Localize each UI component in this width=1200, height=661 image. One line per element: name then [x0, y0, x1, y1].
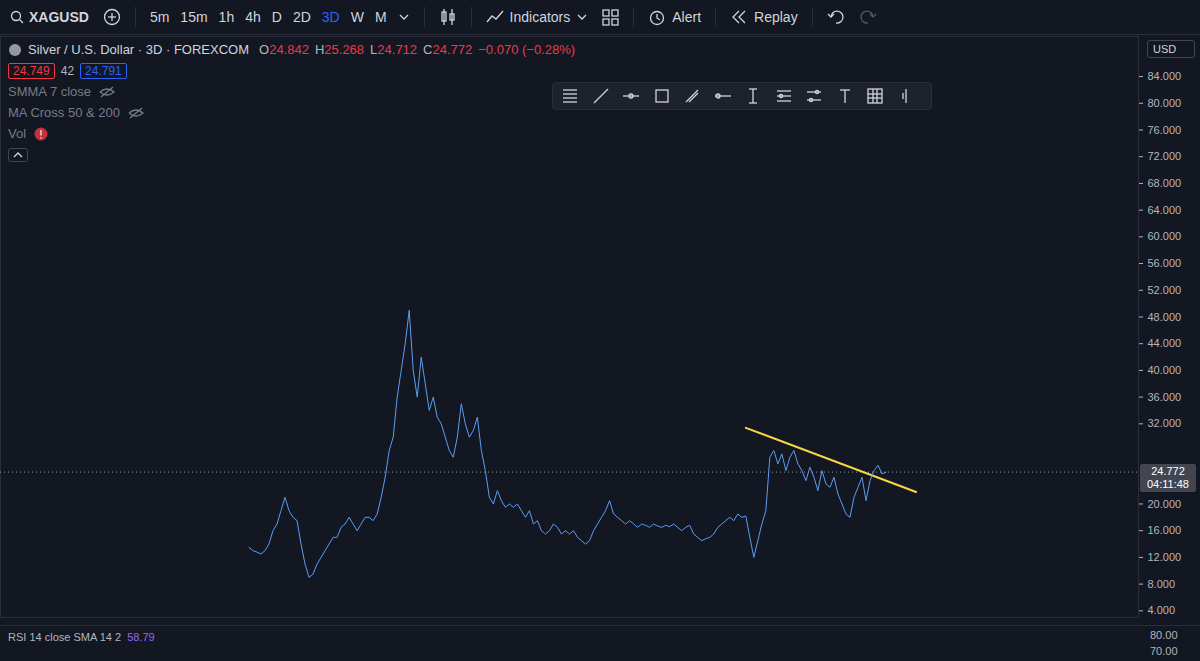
html-text:58.79: 58.79	[127, 631, 155, 643]
html-text:SMMA 7 close: SMMA 7 close	[8, 84, 92, 99]
html-text:80.00: 80.00	[1150, 629, 1178, 641]
html-text:XAGUSD: XAGUSD	[29, 9, 89, 25]
html-text:3D: 3D	[321, 9, 340, 25]
svg-text:80.000: 80.000	[1148, 97, 1182, 109]
html-text:24.772: 24.772	[1151, 464, 1185, 477]
svg-text:56.000: 56.000	[1148, 257, 1182, 269]
html-text:4h: 4h	[245, 9, 261, 25]
html-text:15m: 15m	[180, 9, 208, 25]
svg-text:44.000: 44.000	[1148, 337, 1182, 349]
html-text:D: D	[271, 9, 282, 25]
svg-text:48.000: 48.000	[1148, 311, 1182, 323]
html-text:Indicators: Indicators	[509, 9, 571, 25]
svg-text:72.000: 72.000	[1148, 150, 1182, 162]
html-text:RSI 14 close SMA 14 2: RSI 14 close SMA 14 2	[8, 631, 122, 643]
html-text:USD: USD	[1153, 43, 1177, 55]
html-text:W: W	[350, 9, 364, 25]
html-text:MA Cross 50 & 200: MA Cross 50 & 200	[8, 105, 120, 120]
svg-text:76.000: 76.000	[1148, 124, 1182, 136]
svg-text:40.000: 40.000	[1148, 364, 1182, 376]
svg-text:52.000: 52.000	[1148, 284, 1182, 296]
html-text:Alert: Alert	[672, 9, 702, 25]
html-text:1h: 1h	[218, 9, 235, 25]
html-text:70.00: 70.00	[1150, 645, 1178, 657]
svg-text:8.000: 8.000	[1148, 578, 1176, 590]
html-text:04:11:48: 04:11:48	[1147, 477, 1189, 490]
svg-text:60.000: 60.000	[1148, 230, 1182, 242]
html-text:O 24.842 H 25.268 L 24.712 C 2: O 24.842 H 25.268 L 24.712 C 24.772 −0.0…	[259, 42, 576, 57]
html-text:2D: 2D	[292, 9, 311, 25]
html-text:Replay: Replay	[754, 9, 798, 25]
svg-text:64.000: 64.000	[1148, 204, 1182, 216]
html-text:24.791: 24.791	[85, 63, 122, 78]
svg-text:4.000: 4.000	[1148, 604, 1176, 616]
html-text:5m: 5m	[149, 9, 170, 25]
html-text:M: M	[374, 9, 387, 25]
html-text:42: 42	[60, 63, 75, 78]
html-text:Silver / U.S. Dollar · 3D · FO: Silver / U.S. Dollar · 3D · FOREXCOM	[28, 42, 249, 57]
svg-text:84.000: 84.000	[1148, 70, 1182, 82]
svg-text:12.000: 12.000	[1148, 551, 1182, 563]
svg-text:20.000: 20.000	[1148, 497, 1182, 509]
svg-text:16.000: 16.000	[1148, 524, 1182, 536]
svg-text:68.000: 68.000	[1148, 177, 1182, 189]
svg-text:36.000: 36.000	[1148, 391, 1182, 403]
html-text:Vol: Vol	[8, 126, 27, 141]
svg-text:32.000: 32.000	[1148, 417, 1182, 429]
html-text:24.749: 24.749	[13, 63, 50, 78]
